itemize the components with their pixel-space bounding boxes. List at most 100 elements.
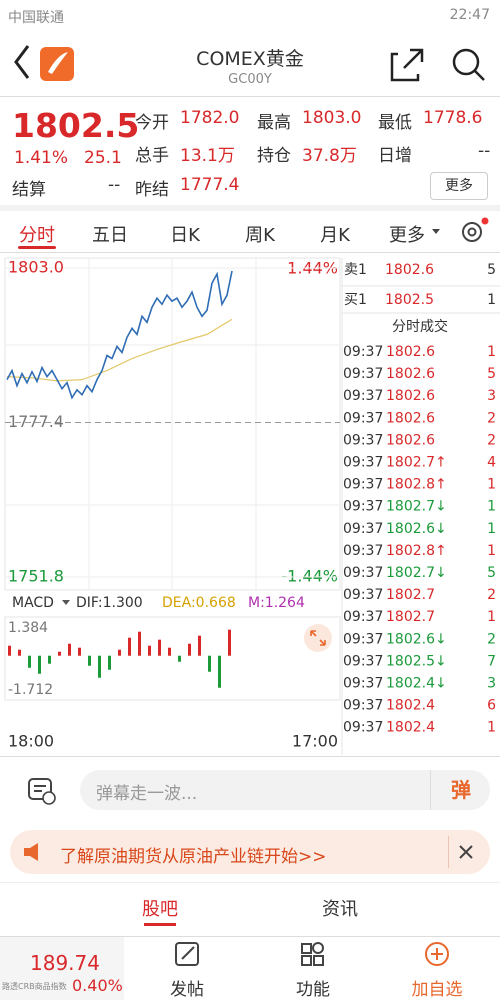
macd-bar	[178, 655, 181, 662]
tab-underline	[18, 246, 56, 249]
trade-time: 09:37	[343, 410, 383, 426]
comment-input[interactable]	[80, 770, 490, 810]
macd-bar	[118, 649, 121, 656]
trade-time: 09:37	[343, 499, 383, 515]
macd-bar	[38, 655, 41, 674]
trade-price: 1802.6	[386, 410, 435, 426]
field-label: 昨结	[135, 180, 169, 200]
search-button[interactable]	[452, 48, 480, 76]
carrier: 中国联通	[8, 10, 64, 26]
macd-tick-label: -1.712	[8, 682, 53, 698]
trade-price: 1802.8↑	[386, 477, 447, 493]
title: COMEX黄金	[196, 48, 304, 70]
field-value: 1803.0	[302, 108, 362, 128]
tab[interactable]: 五日	[92, 225, 128, 246]
comment-placeholder: 弹幕走一波...	[96, 784, 198, 804]
trade-price: 1802.4	[386, 720, 435, 736]
macd-tick-label: 1.384	[8, 620, 48, 636]
macd-bar	[68, 643, 71, 656]
macd-bar	[58, 651, 61, 656]
trade-volume: 1	[487, 521, 496, 537]
index-name: 路透CRB商品指数	[2, 982, 67, 991]
clock: 22:47	[449, 7, 490, 23]
index-widget[interactable]	[0, 937, 124, 1000]
trade-price: 1802.7↓	[386, 565, 447, 581]
nav-icons	[175, 942, 449, 966]
banner-close[interactable]	[458, 844, 474, 860]
share-button[interactable]	[390, 48, 424, 82]
danmaku-toggle[interactable]	[26, 775, 58, 807]
macd-bar	[198, 635, 201, 656]
tab[interactable]: 日K	[170, 225, 200, 246]
tab[interactable]: 更多	[389, 225, 425, 246]
macd-dif: DIF:1.300	[76, 595, 143, 611]
x-label: 17:00	[292, 732, 338, 751]
tab[interactable]: 周K	[245, 225, 275, 246]
trade-volume: 2	[487, 587, 496, 603]
change-pct: 1.41%	[14, 148, 69, 168]
tab[interactable]: 分时	[19, 225, 55, 246]
trade-volume: 2	[487, 432, 496, 448]
trade-price: 1802.7↓	[386, 499, 447, 515]
index-value: 189.74	[30, 951, 100, 975]
macd-bar	[88, 655, 91, 666]
nav-item[interactable]: 加自选	[411, 980, 463, 1000]
trade-price: 1802.4	[386, 698, 435, 714]
trade-price: 1802.4↓	[386, 676, 447, 692]
macd-bar	[128, 637, 131, 656]
trade-volume: 2	[487, 410, 496, 426]
content-tab[interactable]: 资讯	[322, 899, 358, 920]
trade-price: 1802.7	[386, 609, 435, 625]
macd-bar	[188, 643, 191, 656]
price: 1802.5	[12, 106, 140, 145]
macd-bar	[208, 655, 211, 672]
trade-volume: 7	[487, 653, 496, 669]
macd-bar	[148, 645, 151, 656]
field-value: --	[478, 141, 491, 161]
banner-text: 了解原油期货从原油产业链开始>>	[60, 847, 327, 867]
banner-icon	[24, 843, 38, 861]
price-line	[6, 270, 233, 400]
trade-price: 1802.6	[386, 432, 435, 448]
trade-volume: 5	[487, 366, 496, 382]
trade-price: 1802.7	[386, 587, 435, 603]
trade-time: 09:37	[343, 543, 383, 559]
content-tab[interactable]: 股吧	[142, 899, 178, 920]
y-tick-label: 1751.8	[8, 567, 64, 586]
banner[interactable]	[10, 830, 490, 874]
expand-button[interactable]	[304, 624, 332, 652]
tab[interactable]: 月K	[320, 225, 350, 246]
trade-volume: 1	[487, 477, 496, 493]
field-value: 1778.6	[423, 108, 483, 128]
danmaku-button[interactable]: 弹	[430, 770, 491, 810]
trade-price: 1802.8↑	[386, 543, 447, 559]
back-button[interactable]	[14, 45, 30, 79]
field-value: 37.8万	[302, 146, 357, 166]
macd-bar	[48, 655, 51, 664]
settings-button[interactable]	[458, 216, 490, 248]
nav-item[interactable]: 功能	[296, 980, 330, 1000]
more-button[interactable]: 更多	[430, 172, 488, 200]
buy-label: 买1	[344, 292, 367, 308]
header-icons	[14, 45, 485, 82]
trade-time: 09:37	[343, 344, 383, 360]
trade-time: 09:37	[343, 653, 383, 669]
nav-item[interactable]: 发帖	[170, 980, 204, 1000]
field-label: 总手	[135, 146, 169, 166]
trade-time: 09:37	[343, 609, 383, 625]
field-value: 1782.0	[180, 108, 240, 128]
macd-bar	[98, 655, 101, 678]
trade-time: 09:37	[343, 432, 383, 448]
trade-volume: 3	[487, 388, 496, 404]
pct-label: -1.44%	[281, 567, 338, 586]
trade-time: 09:37	[343, 587, 383, 603]
trade-volume: 6	[487, 698, 496, 714]
field-value: 1777.4	[180, 175, 240, 195]
trade-price: 1802.6	[386, 344, 435, 360]
settle-value: --	[108, 175, 121, 195]
trade-time: 09:37	[343, 388, 383, 404]
macd-bar	[138, 631, 141, 656]
macd-title: MACD	[12, 595, 54, 611]
settle-label: 结算	[12, 180, 46, 200]
